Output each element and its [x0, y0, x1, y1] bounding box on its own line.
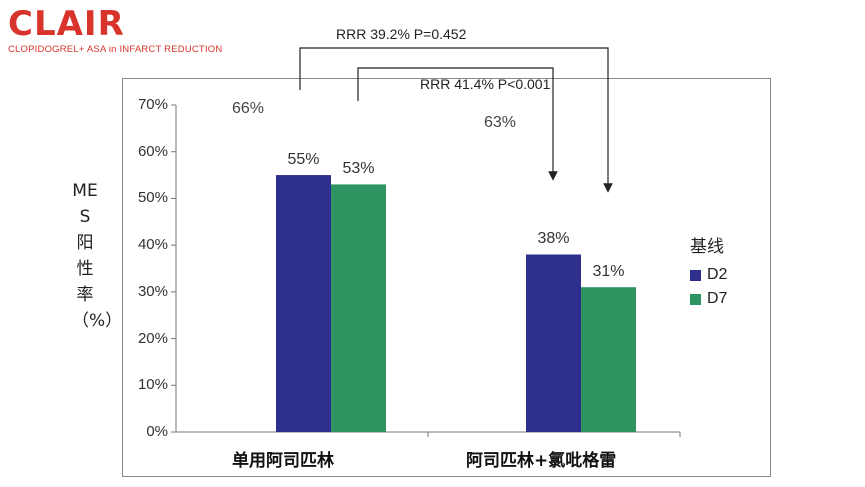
bar-value-label: 38% [537, 230, 570, 248]
y-tick-label: 10% [137, 376, 168, 394]
baseline-note-aspirin: 66% [232, 100, 265, 117]
legend: 基线 D2 D7 [690, 232, 727, 311]
y-tick-label: 60% [137, 142, 168, 160]
category-label-aspirin-clopidogrel: 阿司匹林+氯吡格雷 [466, 451, 617, 471]
chart-frame [122, 78, 771, 477]
logo-subtitle: CLOPIDOGREL+ ASA in INFARCT REDUCTION [8, 44, 223, 55]
y-tick-label: 20% [137, 329, 168, 347]
y-tick-label: 70% [137, 96, 168, 113]
legend-item-d2: D2 [690, 263, 727, 287]
bar-d2-0 [276, 175, 331, 433]
annotation-rrr-d2: RRR 39.2% P=0.452 [336, 26, 467, 42]
baseline-note-combo: 63% [484, 114, 517, 131]
y-tick-label: 40% [137, 236, 168, 254]
legend-label-d7: D7 [707, 290, 728, 307]
legend-title: 基线 [690, 237, 724, 257]
bar-d7-1 [581, 287, 636, 432]
clair-logo: CLAIR CLOPIDOGREL+ ASA in INFARCT REDUCT… [6, 4, 222, 55]
bar-value-label: 53% [342, 160, 375, 178]
annotation-rrr-d7: RRR 41.4% P<0.001 [420, 76, 551, 92]
bar-d7-0 [331, 184, 386, 432]
bracket-arrow-d2 [299, 47, 613, 193]
bar-d2-1 [526, 254, 581, 432]
logo-wordmark: CLAIR [8, 4, 125, 44]
y-axis-label: MES阳性率（%） [72, 181, 123, 331]
category-label-aspirin: 单用阿司匹林 [232, 451, 334, 471]
legend-swatch-d7 [690, 293, 701, 305]
legend-label-d2: D2 [707, 266, 728, 283]
bar-value-label: 31% [592, 263, 625, 281]
y-tick-label: 50% [137, 189, 168, 207]
y-tick-label: 0% [146, 423, 168, 440]
bracket-arrow-d7 [357, 67, 558, 181]
y-tick-label: 30% [137, 282, 168, 300]
legend-swatch-d2 [690, 269, 701, 281]
bar-value-label: 55% [287, 151, 320, 169]
legend-item-d7: D7 [690, 287, 727, 311]
